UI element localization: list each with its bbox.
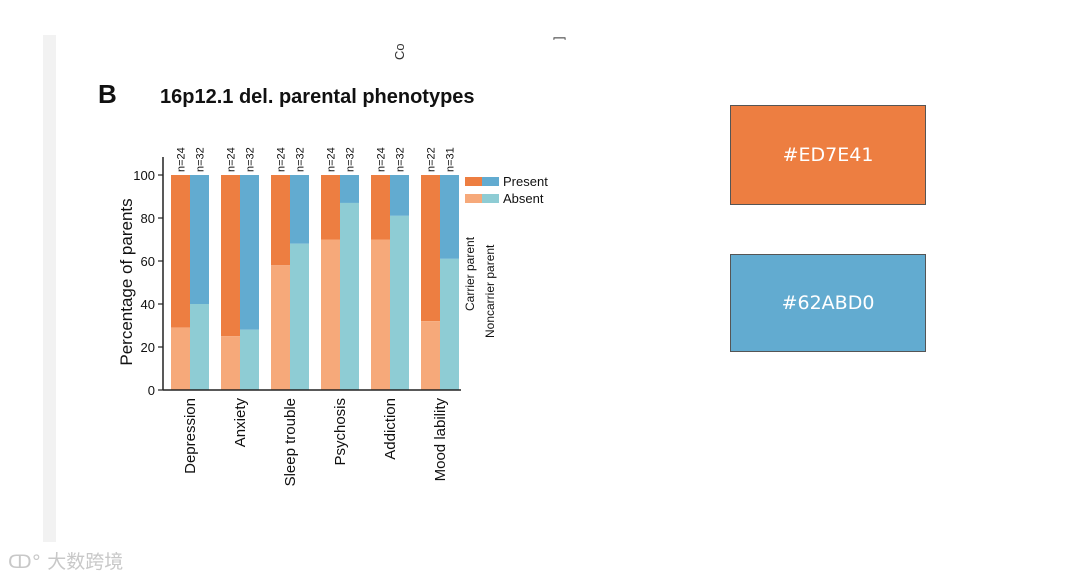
sample-size-label: n=22 [426, 147, 438, 172]
legend-present-label: Present [503, 174, 548, 189]
bar-noncarrier-absent [190, 304, 209, 390]
bar-carrier-absent [171, 327, 190, 390]
sample-size-label: n=24 [226, 147, 238, 172]
legend: Present Absent Carrier parent Noncarrier… [463, 174, 548, 338]
sample-size-label: n=32 [295, 147, 307, 172]
y-tick-label: 0 [148, 383, 155, 398]
y-tick-label: 80 [141, 211, 155, 226]
bar-carrier-present [221, 175, 240, 337]
bar-carrier-present [321, 175, 340, 240]
x-category-label: Psychosis [332, 398, 349, 466]
y-tick-label: 60 [141, 254, 155, 269]
cropped-bracket-fragment: ] [551, 36, 566, 40]
bar-noncarrier-absent [290, 243, 309, 390]
legend-carrier-label: Carrier parent [463, 236, 477, 311]
color-swatch-blue: #62ABD0 [730, 254, 926, 352]
bar-noncarrier-present [440, 175, 459, 259]
bar-noncarrier-absent [440, 258, 459, 390]
legend-present-carrier-swatch [465, 177, 482, 186]
watermark-text: 大数跨境 [47, 551, 124, 573]
bar-noncarrier-absent [390, 215, 409, 390]
cropped-text-fragment: Co [392, 43, 407, 60]
sample-size-label: n=24 [176, 147, 188, 172]
bar-noncarrier-present [290, 175, 309, 244]
sample-size-label: n=24 [276, 147, 288, 172]
chart-area: Co ] B 16p12.1 del. parental phenotypes … [98, 36, 566, 487]
color-swatch-orange: #ED7E41 [730, 105, 926, 205]
x-category-label: Addiction [382, 398, 399, 460]
sample-size-label: n=32 [195, 147, 207, 172]
bar-carrier-absent [421, 321, 440, 390]
bar-carrier-absent [371, 239, 390, 390]
bar-noncarrier-present [190, 175, 209, 304]
bar-marks [171, 175, 459, 390]
bar-carrier-present [421, 175, 440, 322]
sample-size-labels: n=24 n=32 n=24 n=32 n=24 n=32 n=24 n=32 n=24 n=32… [176, 147, 457, 172]
x-category-label: Anxiety [232, 398, 249, 448]
legend-present-noncarrier-swatch [482, 177, 499, 186]
legend-absent-carrier-swatch [465, 194, 482, 203]
sample-size-label: n=32 [345, 147, 357, 172]
bar-carrier-absent [321, 239, 340, 390]
sample-size-label: n=32 [245, 147, 257, 172]
watermark: ↀ° 大数跨境 [8, 547, 123, 574]
bar-carrier-absent [271, 265, 290, 390]
x-axis-category-labels: Depression Anxiety Sleep trouble Psychosis A… [182, 398, 449, 487]
y-axis-ticks: 0 20 40 60 80 100 [133, 168, 163, 398]
y-tick-label: 20 [141, 340, 155, 355]
bar-carrier-present [171, 175, 190, 328]
sample-size-label: n=24 [326, 147, 338, 172]
legend-absent-label: Absent [503, 191, 544, 206]
bar-noncarrier-absent [240, 329, 259, 390]
bar-noncarrier-present [390, 175, 409, 216]
bar-carrier-present [371, 175, 390, 240]
x-category-label: Mood lability [432, 398, 449, 482]
legend-absent-noncarrier-swatch [482, 194, 499, 203]
sample-size-label: n=31 [445, 147, 457, 172]
y-axis-label: Percentage of parents [117, 198, 136, 365]
sample-size-label: n=32 [395, 147, 407, 172]
bar-noncarrier-absent [340, 202, 359, 390]
bar-carrier-present [271, 175, 290, 266]
legend-noncarrier-label: Noncarrier parent [483, 244, 497, 338]
watermark-logo-icon: ↀ° [8, 551, 42, 573]
sample-size-label: n=24 [376, 147, 388, 172]
x-category-label: Sleep trouble [282, 398, 299, 486]
chart-title: 16p12.1 del. parental phenotypes [160, 86, 475, 108]
bar-carrier-absent [221, 336, 240, 390]
left-margin-strip [43, 35, 56, 542]
x-category-label: Depression [182, 398, 199, 474]
panel-label: B [98, 79, 117, 109]
bar-noncarrier-present [340, 175, 359, 203]
y-tick-label: 40 [141, 297, 155, 312]
y-tick-label: 100 [133, 168, 155, 183]
bar-noncarrier-present [240, 175, 259, 330]
